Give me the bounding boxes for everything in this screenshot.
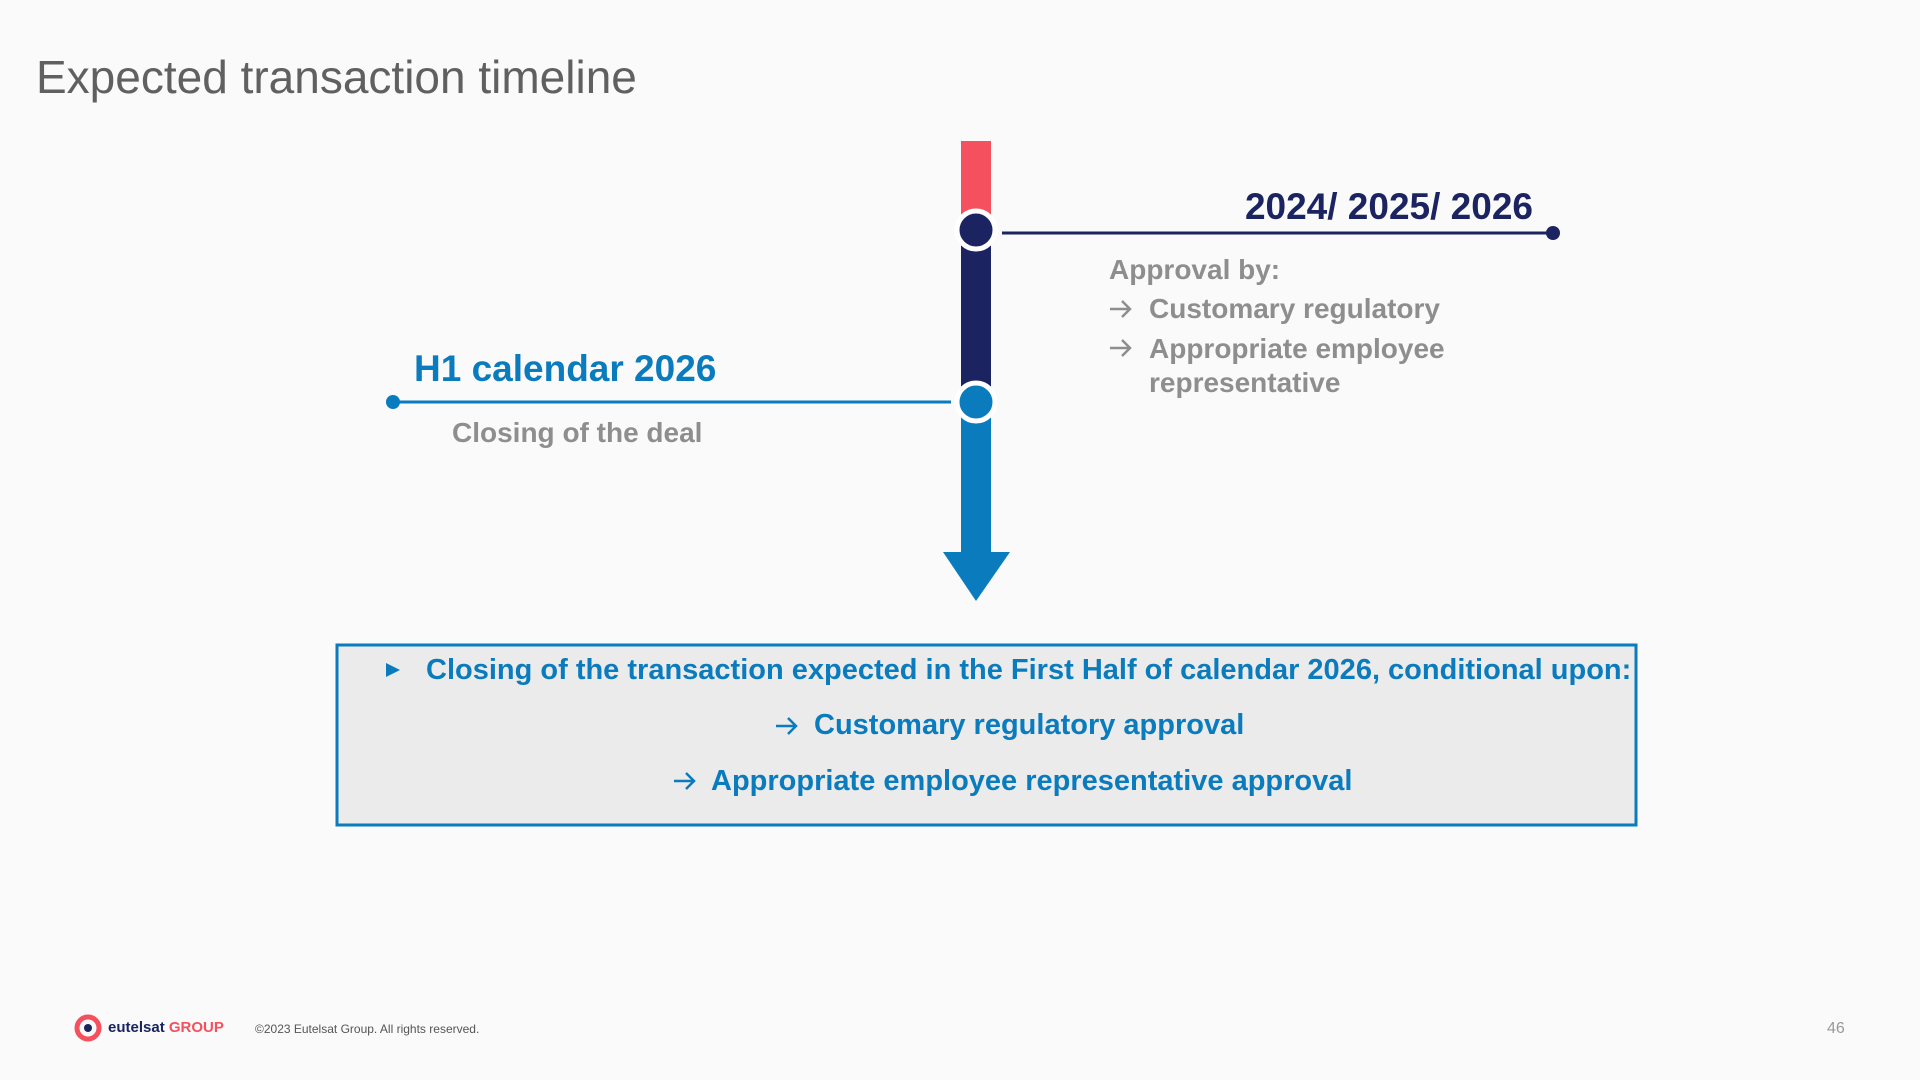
bar-navy: [961, 230, 991, 402]
upper-node: [954, 208, 998, 252]
lower-label: H1 calendar 2026: [414, 348, 717, 389]
gray-arrows: [1110, 300, 1132, 357]
summary-condition: Customary regulatory approval: [814, 709, 1245, 741]
bar-red: [961, 141, 991, 216]
bullet: [386, 663, 400, 677]
logo-core: [84, 1024, 92, 1032]
approval-item: Appropriate employee representative: [1149, 333, 1445, 398]
upper-label: 2024/ 2025/ 2026: [1244, 186, 1533, 227]
summary-condition: Appropriate employee representative appr…: [711, 765, 1353, 797]
arrow-head: [943, 552, 1010, 601]
approval-item: Customary regulatory: [1149, 293, 1440, 324]
copyright: ©2023 Eutelsat Group. All rights reserve…: [255, 1022, 480, 1036]
title: Expected transaction timeline: [36, 51, 637, 103]
brand-name: eutelsat: [108, 1019, 165, 1036]
upper-dot: [1546, 226, 1560, 240]
brand: eutelsat GROUP: [108, 1019, 224, 1036]
lower-node: [954, 380, 998, 424]
logo-ring: [74, 1014, 102, 1042]
bar-blue: [961, 402, 991, 554]
page-number: 46: [1827, 1020, 1845, 1037]
lower-dot: [386, 395, 400, 409]
summary-lead: Closing of the transaction expected in t…: [426, 654, 1632, 686]
blue-arrows: [674, 717, 798, 790]
brand-group: GROUP: [168, 1019, 224, 1036]
lower-caption: Closing of the deal: [452, 417, 703, 448]
summary-box: [335, 643, 1638, 827]
approval-heading: Approval by:: [1109, 254, 1281, 285]
